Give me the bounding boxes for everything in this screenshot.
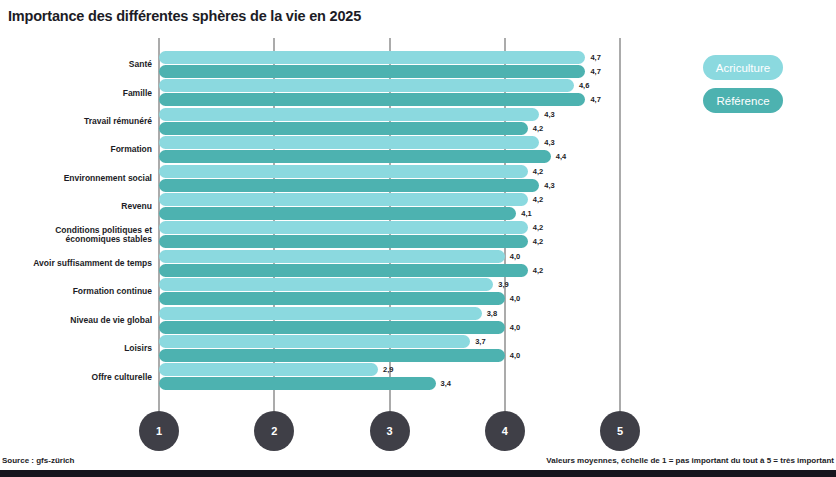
bar-value-label: 4,2	[533, 193, 543, 206]
gridline	[619, 38, 621, 411]
scale-note-text: Valeurs moyennes, échelle de 1 = pas imp…	[546, 456, 834, 465]
bar-référence	[159, 264, 528, 277]
bottom-divider-bar	[0, 470, 836, 477]
x-axis-tick: 5	[600, 411, 640, 451]
category-label: Formation	[0, 134, 152, 166]
legend-label-acriculture: Acriculture	[716, 62, 770, 74]
bar-value-label: 4,3	[544, 136, 554, 149]
bar-référence	[159, 377, 436, 390]
bar-value-label: 4,7	[590, 65, 600, 78]
bar-acriculture	[159, 108, 539, 121]
bar-référence	[159, 122, 528, 135]
bar-acriculture	[159, 307, 482, 320]
bar-value-label: 4,0	[510, 349, 520, 362]
bar-référence	[159, 93, 585, 106]
legend-label-reference: Référence	[716, 95, 769, 107]
bar-référence	[159, 349, 505, 362]
bar-acriculture	[159, 79, 574, 92]
bar-référence	[159, 207, 516, 220]
bar-acriculture	[159, 250, 505, 263]
bar-acriculture	[159, 165, 528, 178]
source-text: Source : gfs-zürich	[2, 456, 74, 465]
bar-value-label: 3,8	[487, 307, 497, 320]
x-axis-tick: 1	[139, 411, 179, 451]
bar-référence	[159, 179, 539, 192]
bar-value-label: 4,7	[590, 93, 600, 106]
bar-référence	[159, 235, 528, 248]
bar-value-label: 4,2	[533, 264, 543, 277]
bar-acriculture	[159, 193, 528, 206]
category-label: Offre culturelle	[0, 361, 152, 393]
bar-référence	[159, 150, 551, 163]
category-label: Santé	[0, 49, 152, 81]
bar-value-label: 3,4	[441, 377, 451, 390]
bar-value-label: 4,3	[544, 108, 554, 121]
bar-acriculture	[159, 136, 539, 149]
bar-value-label: 4,7	[590, 51, 600, 64]
category-label: Avoir suffisamment de temps	[0, 248, 152, 280]
bar-référence	[159, 321, 505, 334]
bar-value-label: 4,2	[533, 221, 543, 234]
category-label: Environnement social	[0, 163, 152, 195]
bar-référence	[159, 292, 505, 305]
bar-acriculture	[159, 363, 378, 376]
bar-value-label: 3,7	[475, 335, 485, 348]
category-label: Niveau de vie global	[0, 305, 152, 337]
chart-canvas: Importance des différentes sphères de la…	[0, 0, 836, 477]
category-label: Formation continue	[0, 276, 152, 308]
legend-item-acriculture[interactable]: Acriculture	[703, 55, 783, 80]
bar-value-label: 2,9	[383, 363, 393, 376]
bar-acriculture	[159, 221, 528, 234]
legend-item-reference[interactable]: Référence	[703, 88, 783, 113]
bar-value-label: 4,2	[533, 235, 543, 248]
bar-value-label: 4,3	[544, 179, 554, 192]
category-label: Conditions politiques et économiques sta…	[0, 219, 152, 251]
bar-value-label: 4,0	[510, 321, 520, 334]
bar-référence	[159, 65, 585, 78]
category-label: Travail rémunéré	[0, 106, 152, 138]
category-label: Famille	[0, 77, 152, 109]
category-label: Revenu	[0, 191, 152, 223]
bar-value-label: 4,2	[533, 122, 543, 135]
bar-acriculture	[159, 278, 493, 291]
x-axis-tick: 3	[370, 411, 410, 451]
bar-value-label: 4,1	[521, 207, 531, 220]
bar-value-label: 4,0	[510, 292, 520, 305]
bar-value-label: 4,0	[510, 250, 520, 263]
x-axis-tick: 2	[254, 411, 294, 451]
bar-value-label: 4,2	[533, 165, 543, 178]
bar-value-label: 4,6	[579, 79, 589, 92]
category-label: Loisirs	[0, 333, 152, 365]
bar-acriculture	[159, 335, 470, 348]
bar-value-label: 4,4	[556, 150, 566, 163]
x-axis-tick: 4	[485, 411, 525, 451]
chart-title: Importance des différentes sphères de la…	[8, 8, 361, 24]
bar-acriculture	[159, 51, 585, 64]
bar-value-label: 3,9	[498, 278, 508, 291]
